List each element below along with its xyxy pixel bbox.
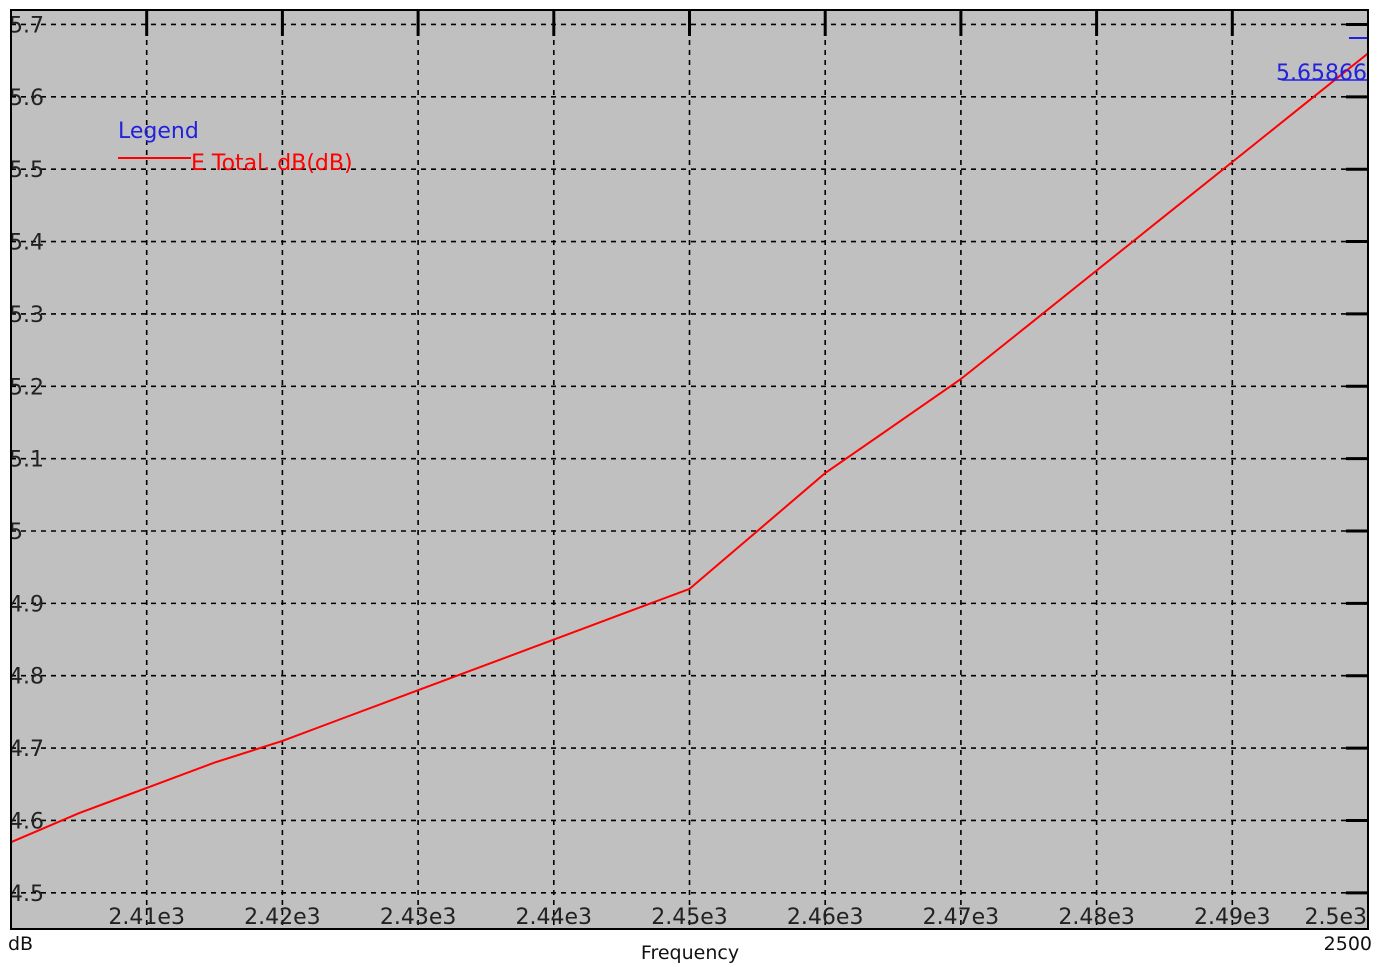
y-axis-unit-label: dB bbox=[8, 933, 33, 955]
y-tick-label: 5.5 bbox=[9, 158, 44, 183]
y-tick-label: 5.3 bbox=[9, 303, 44, 328]
plot-frame bbox=[10, 9, 1369, 930]
y-tick-label: 4.8 bbox=[9, 665, 44, 690]
y-tick-label: 4.5 bbox=[9, 882, 44, 907]
marker-value-label: 5.65866 bbox=[1276, 61, 1367, 86]
x-tick-label: 2.45e3 bbox=[651, 905, 728, 930]
legend-series-label: E Total. dB(dB) bbox=[191, 151, 353, 176]
x-tick-label: 2.44e3 bbox=[516, 905, 593, 930]
y-tick-label: 5.2 bbox=[9, 375, 44, 400]
x-axis-tick-labels: 2.41e3 2.42e3 2.43e3 2.44e3 2.45e3 2.46e3 2.47… bbox=[108, 905, 1367, 930]
x-tick-label: 2.47e3 bbox=[923, 905, 1000, 930]
x-axis-end-label: 2500 bbox=[1324, 933, 1372, 955]
y-tick-label: 5.4 bbox=[9, 231, 44, 256]
y-axis-tick-labels: 4.54.64.74.84.955.15.25.35.45.55.65.7 bbox=[9, 13, 44, 906]
x-tick-label: 2.5e3 bbox=[1304, 905, 1367, 930]
tick-marks bbox=[145, 10, 1368, 895]
x-tick-label: 2.42e3 bbox=[244, 905, 321, 930]
y-tick-label: 4.7 bbox=[9, 737, 44, 762]
marker-layer[interactable]: 5.65866 bbox=[1276, 37, 1368, 86]
y-tick-label: 5.1 bbox=[9, 448, 44, 473]
legend[interactable]: Legend E Total. dB(dB) bbox=[118, 119, 353, 176]
x-tick-label: 2.43e3 bbox=[380, 905, 457, 930]
series-layer bbox=[10, 52, 1369, 844]
x-tick-label: 2.49e3 bbox=[1194, 905, 1271, 930]
x-tick-label: 2.48e3 bbox=[1058, 905, 1135, 930]
x-tick-label: 2.46e3 bbox=[787, 905, 864, 930]
y-tick-label: 5 bbox=[9, 520, 23, 545]
x-axis-label: Frequency bbox=[641, 942, 739, 964]
series-line-e-total-db[interactable] bbox=[10, 52, 1369, 844]
x-tick-label: 2.41e3 bbox=[108, 905, 185, 930]
y-tick-label: 5.7 bbox=[9, 13, 44, 38]
y-tick-label: 5.6 bbox=[9, 86, 44, 111]
legend-title: Legend bbox=[118, 119, 199, 144]
y-tick-label: 4.9 bbox=[9, 592, 44, 617]
